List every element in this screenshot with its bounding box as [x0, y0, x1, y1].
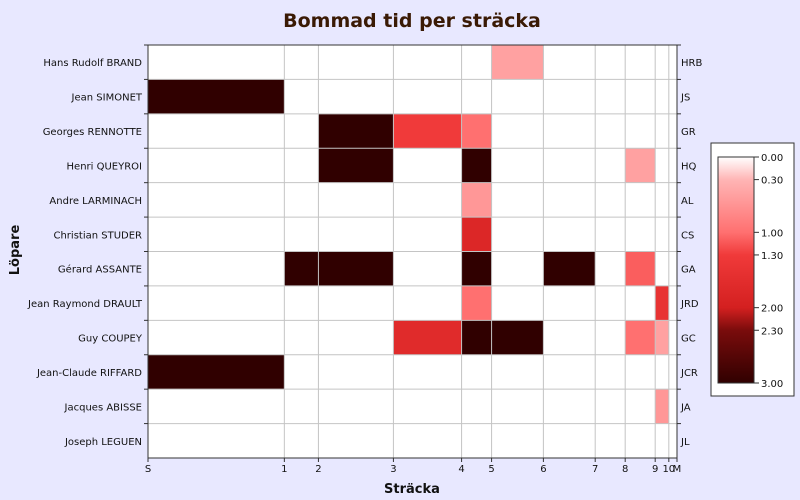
y-tick-label-right: JL — [680, 437, 690, 448]
heatmap-cell — [148, 79, 285, 114]
heatmap-cell — [318, 113, 394, 149]
heatmap-cell — [625, 148, 656, 183]
y-tick-label-right: CS — [681, 230, 694, 241]
heatmap-cell — [461, 285, 492, 321]
x-tick-label: 8 — [622, 464, 628, 475]
colorbar-tick-label: 1.00 — [761, 228, 783, 239]
colorbar: 0.00 0.30 1.00 1.30 2.00 2.30 3.00 — [710, 142, 795, 397]
y-tick-label-left: Guy COUPEY — [78, 334, 143, 345]
heatmap-cell — [393, 113, 462, 149]
chart-title: Bommad tid per sträcka — [283, 10, 541, 32]
colorbar-tick-label: 0.00 — [761, 153, 783, 164]
x-tick-label: S — [145, 464, 151, 475]
y-tick-label-left: Jean SIMONET — [71, 93, 143, 104]
y-tick-label-right: JCR — [680, 368, 698, 379]
heatmap-cell — [655, 320, 669, 355]
heatmap-cell — [625, 320, 656, 355]
x-tick-label: 10 — [662, 464, 675, 475]
heatmap-cell — [491, 320, 544, 355]
y-tick-label-right: GR — [681, 127, 696, 138]
y-tick-label-right: GA — [681, 265, 696, 276]
colorbar-tick-label: 1.30 — [761, 251, 783, 262]
heatmap-cell — [393, 320, 462, 355]
x-tick-label: M — [673, 464, 682, 475]
y-tick-label-left: Jacques ABISSE — [64, 402, 142, 413]
y-tick-label-right: JS — [680, 93, 690, 104]
y-tick-label-right: HQ — [681, 161, 697, 172]
x-tick-label: 5 — [488, 464, 494, 475]
colorbar-tick-label: 2.30 — [761, 326, 783, 337]
colorbar-tick-label: 3.00 — [761, 379, 783, 390]
x-tick-label: 1 — [281, 464, 287, 475]
x-tick-label: 3 — [390, 464, 396, 475]
plot-area: Hans Rudolf BRAND HRB Jean SIMONET JS George… — [27, 44, 702, 475]
heatmap-cell — [461, 113, 492, 149]
heatmap-cell — [461, 320, 492, 355]
y-tick-label-right: AL — [681, 196, 694, 207]
y-tick-label-left: Hans Rudolf BRAND — [43, 58, 142, 69]
y-tick-label-right: GC — [681, 334, 696, 345]
y-tick-label-right: JRD — [680, 299, 699, 310]
heatmap-cell — [461, 182, 492, 218]
y-tick-label-left: Jean Raymond DRAULT — [27, 299, 143, 310]
x-tick-label: 4 — [458, 464, 464, 475]
heatmap-cell — [625, 251, 656, 286]
y-tick-label-left: Jean-Claude RIFFARD — [36, 368, 142, 379]
y-tick-label-left: Andre LARMINACH — [49, 196, 142, 207]
colorbar-tick-label: 2.00 — [761, 304, 783, 315]
heatmap-cell — [461, 251, 492, 286]
y-tick-label-left: Henri QUEYROI — [67, 161, 142, 172]
heatmap-cell — [318, 148, 394, 183]
x-tick-label: 2 — [315, 464, 321, 475]
y-tick-label-left: Joseph LEGUEN — [64, 437, 142, 448]
x-tick-label: 6 — [540, 464, 546, 475]
y-tick-label-right: HRB — [681, 58, 702, 69]
colorbar-gradient — [717, 156, 755, 384]
heatmap-cell — [543, 251, 596, 286]
heatmap-cell — [461, 148, 492, 183]
y-tick-label-left: Georges RENNOTTE — [43, 127, 142, 138]
heatmap-cell — [491, 45, 544, 80]
heatmap-cell — [655, 389, 669, 424]
y-axis-title: Löpare — [8, 225, 23, 276]
heatmap-cell — [655, 285, 669, 321]
y-tick-label-right: JA — [680, 402, 691, 413]
heatmap-cell — [318, 251, 394, 286]
y-tick-label-left: Gérard ASSANTE — [58, 264, 142, 276]
colorbar-tick-label: 0.30 — [761, 176, 783, 187]
heatmap-cell — [284, 251, 319, 286]
heatmap-cell — [148, 354, 285, 390]
x-axis-title: Sträcka — [384, 482, 440, 497]
x-tick-label: 7 — [592, 464, 598, 475]
x-tick-label: 9 — [652, 464, 658, 475]
heatmap-cell — [461, 217, 492, 252]
y-tick-label-left: Christian STUDER — [53, 230, 142, 241]
